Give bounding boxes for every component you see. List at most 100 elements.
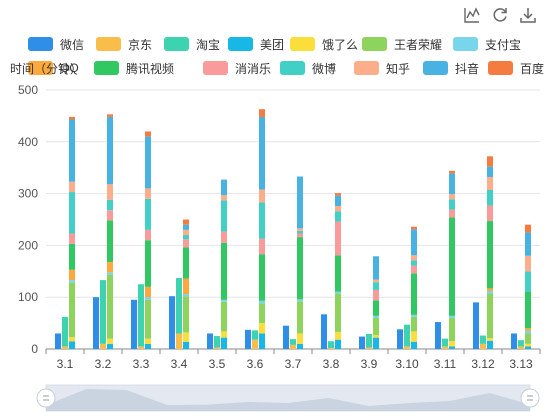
bar-segment xyxy=(138,284,144,347)
x-tick-label: 3.7 xyxy=(285,357,302,371)
x-tick-label: 3.3 xyxy=(133,357,150,371)
bar-segment xyxy=(107,274,113,339)
bar-segment xyxy=(183,229,189,236)
bar-segment xyxy=(107,116,113,185)
bar-segment xyxy=(411,314,417,317)
bar-segment xyxy=(373,300,379,316)
bar-segment xyxy=(518,346,524,349)
bar-segment xyxy=(487,290,493,294)
legend-label: 京东 xyxy=(128,37,153,52)
legend-item[interactable]: 腾讯视频 xyxy=(94,58,174,78)
bar-segment xyxy=(221,301,227,332)
bar-segment xyxy=(221,337,227,349)
bar-segment xyxy=(252,339,258,349)
bar-segment xyxy=(366,347,372,349)
x-tick-label: 3.13 xyxy=(509,357,533,371)
bar-segment xyxy=(259,254,265,301)
bar-segment xyxy=(55,333,61,349)
bar-segment xyxy=(397,329,403,349)
bar-segment xyxy=(525,224,531,233)
bar-segment xyxy=(487,177,493,190)
bar-segment xyxy=(297,228,303,231)
legend-item[interactable]: 支付宝 xyxy=(453,34,521,54)
bar-segment xyxy=(259,238,265,255)
legend-label: 王者荣耀 xyxy=(394,37,443,52)
bar-segment xyxy=(183,296,189,333)
bar-segment xyxy=(69,282,75,338)
bar-segment xyxy=(183,278,189,295)
bar-segment xyxy=(366,333,372,348)
bar-segment xyxy=(411,265,417,274)
bar-segment xyxy=(183,224,189,230)
bar-segment xyxy=(487,338,493,341)
bar-segment xyxy=(411,229,417,256)
legend-item[interactable]: 百度 xyxy=(488,58,544,78)
bar-segment xyxy=(297,299,303,302)
legend: 微信 京东 淘宝 美团 饿了么 王者荣耀 支付宝 QQ 腾讯视频 消消乐 微博 知乎 抖音 百度 xyxy=(28,32,548,80)
legend-item[interactable]: 王者荣耀 xyxy=(362,34,442,54)
legend-swatch xyxy=(280,61,305,75)
bar-segment xyxy=(69,119,75,182)
bar-segment xyxy=(69,233,75,244)
bar-segment xyxy=(449,346,455,349)
bar-segment xyxy=(221,195,227,201)
legend-item[interactable]: 消消乐 xyxy=(203,58,271,78)
legend-item[interactable]: 美团 xyxy=(228,34,284,54)
bar-segment xyxy=(487,288,493,291)
bar-segment xyxy=(335,206,341,212)
legend-item[interactable]: 微博 xyxy=(280,58,336,78)
bar-segment xyxy=(297,343,303,349)
bar-segment xyxy=(100,280,106,344)
refresh-icon[interactable] xyxy=(490,5,510,25)
line-chart-icon[interactable] xyxy=(462,5,482,25)
bar-segment xyxy=(283,325,289,349)
bar-segment xyxy=(411,260,417,266)
legend-label: 饿了么 xyxy=(322,37,359,52)
bar-segment xyxy=(183,239,189,248)
legend-swatch xyxy=(362,37,387,51)
bar-segment xyxy=(69,269,75,281)
bar-segment xyxy=(252,330,258,340)
bar-segment xyxy=(411,273,417,315)
bar-segment xyxy=(62,316,68,347)
legend-item[interactable]: 抖音 xyxy=(423,58,479,78)
legend-label: 微信 xyxy=(60,37,85,52)
bar-segment xyxy=(487,189,493,206)
datazoom-handle-left[interactable] xyxy=(36,388,56,408)
bar-segment xyxy=(525,255,531,272)
bar-segment xyxy=(335,331,341,340)
x-tick-label: 3.5 xyxy=(209,357,226,371)
bar-segment xyxy=(69,337,75,342)
bar-segment xyxy=(297,176,303,229)
bar-segment xyxy=(487,293,493,339)
legend-item[interactable]: 知乎 xyxy=(354,58,410,78)
x-tick-label: 3.2 xyxy=(95,357,112,371)
legend-item[interactable]: QQ xyxy=(28,58,79,78)
bar-segment xyxy=(107,343,113,349)
legend-item[interactable]: 淘宝 xyxy=(164,34,220,54)
legend-label: 腾讯视频 xyxy=(126,61,175,76)
bar-segment xyxy=(449,341,455,347)
download-icon[interactable] xyxy=(518,5,538,25)
bar-segment xyxy=(176,333,182,349)
legend-label: QQ xyxy=(60,61,79,75)
bar-segment xyxy=(221,179,227,196)
bar-segment xyxy=(131,299,137,349)
datazoom-selection[interactable] xyxy=(46,385,530,411)
legend-item[interactable]: 饿了么 xyxy=(290,34,358,54)
bar-segment xyxy=(525,330,531,334)
bar-segment xyxy=(487,221,493,289)
bar-segment xyxy=(259,323,265,334)
datazoom-handle-right[interactable] xyxy=(520,388,540,408)
legend-item[interactable]: 京东 xyxy=(96,34,152,54)
legend-swatch xyxy=(290,37,315,51)
bar-segment xyxy=(435,322,441,349)
legend-label: 支付宝 xyxy=(485,37,522,52)
bar-segment xyxy=(259,333,265,349)
bar-segment xyxy=(449,209,455,218)
bar-segment xyxy=(487,340,493,349)
bar-segment xyxy=(449,317,455,342)
legend-item[interactable]: 微信 xyxy=(28,34,84,54)
legend-label: 淘宝 xyxy=(196,37,221,52)
bar-segment xyxy=(297,233,303,238)
